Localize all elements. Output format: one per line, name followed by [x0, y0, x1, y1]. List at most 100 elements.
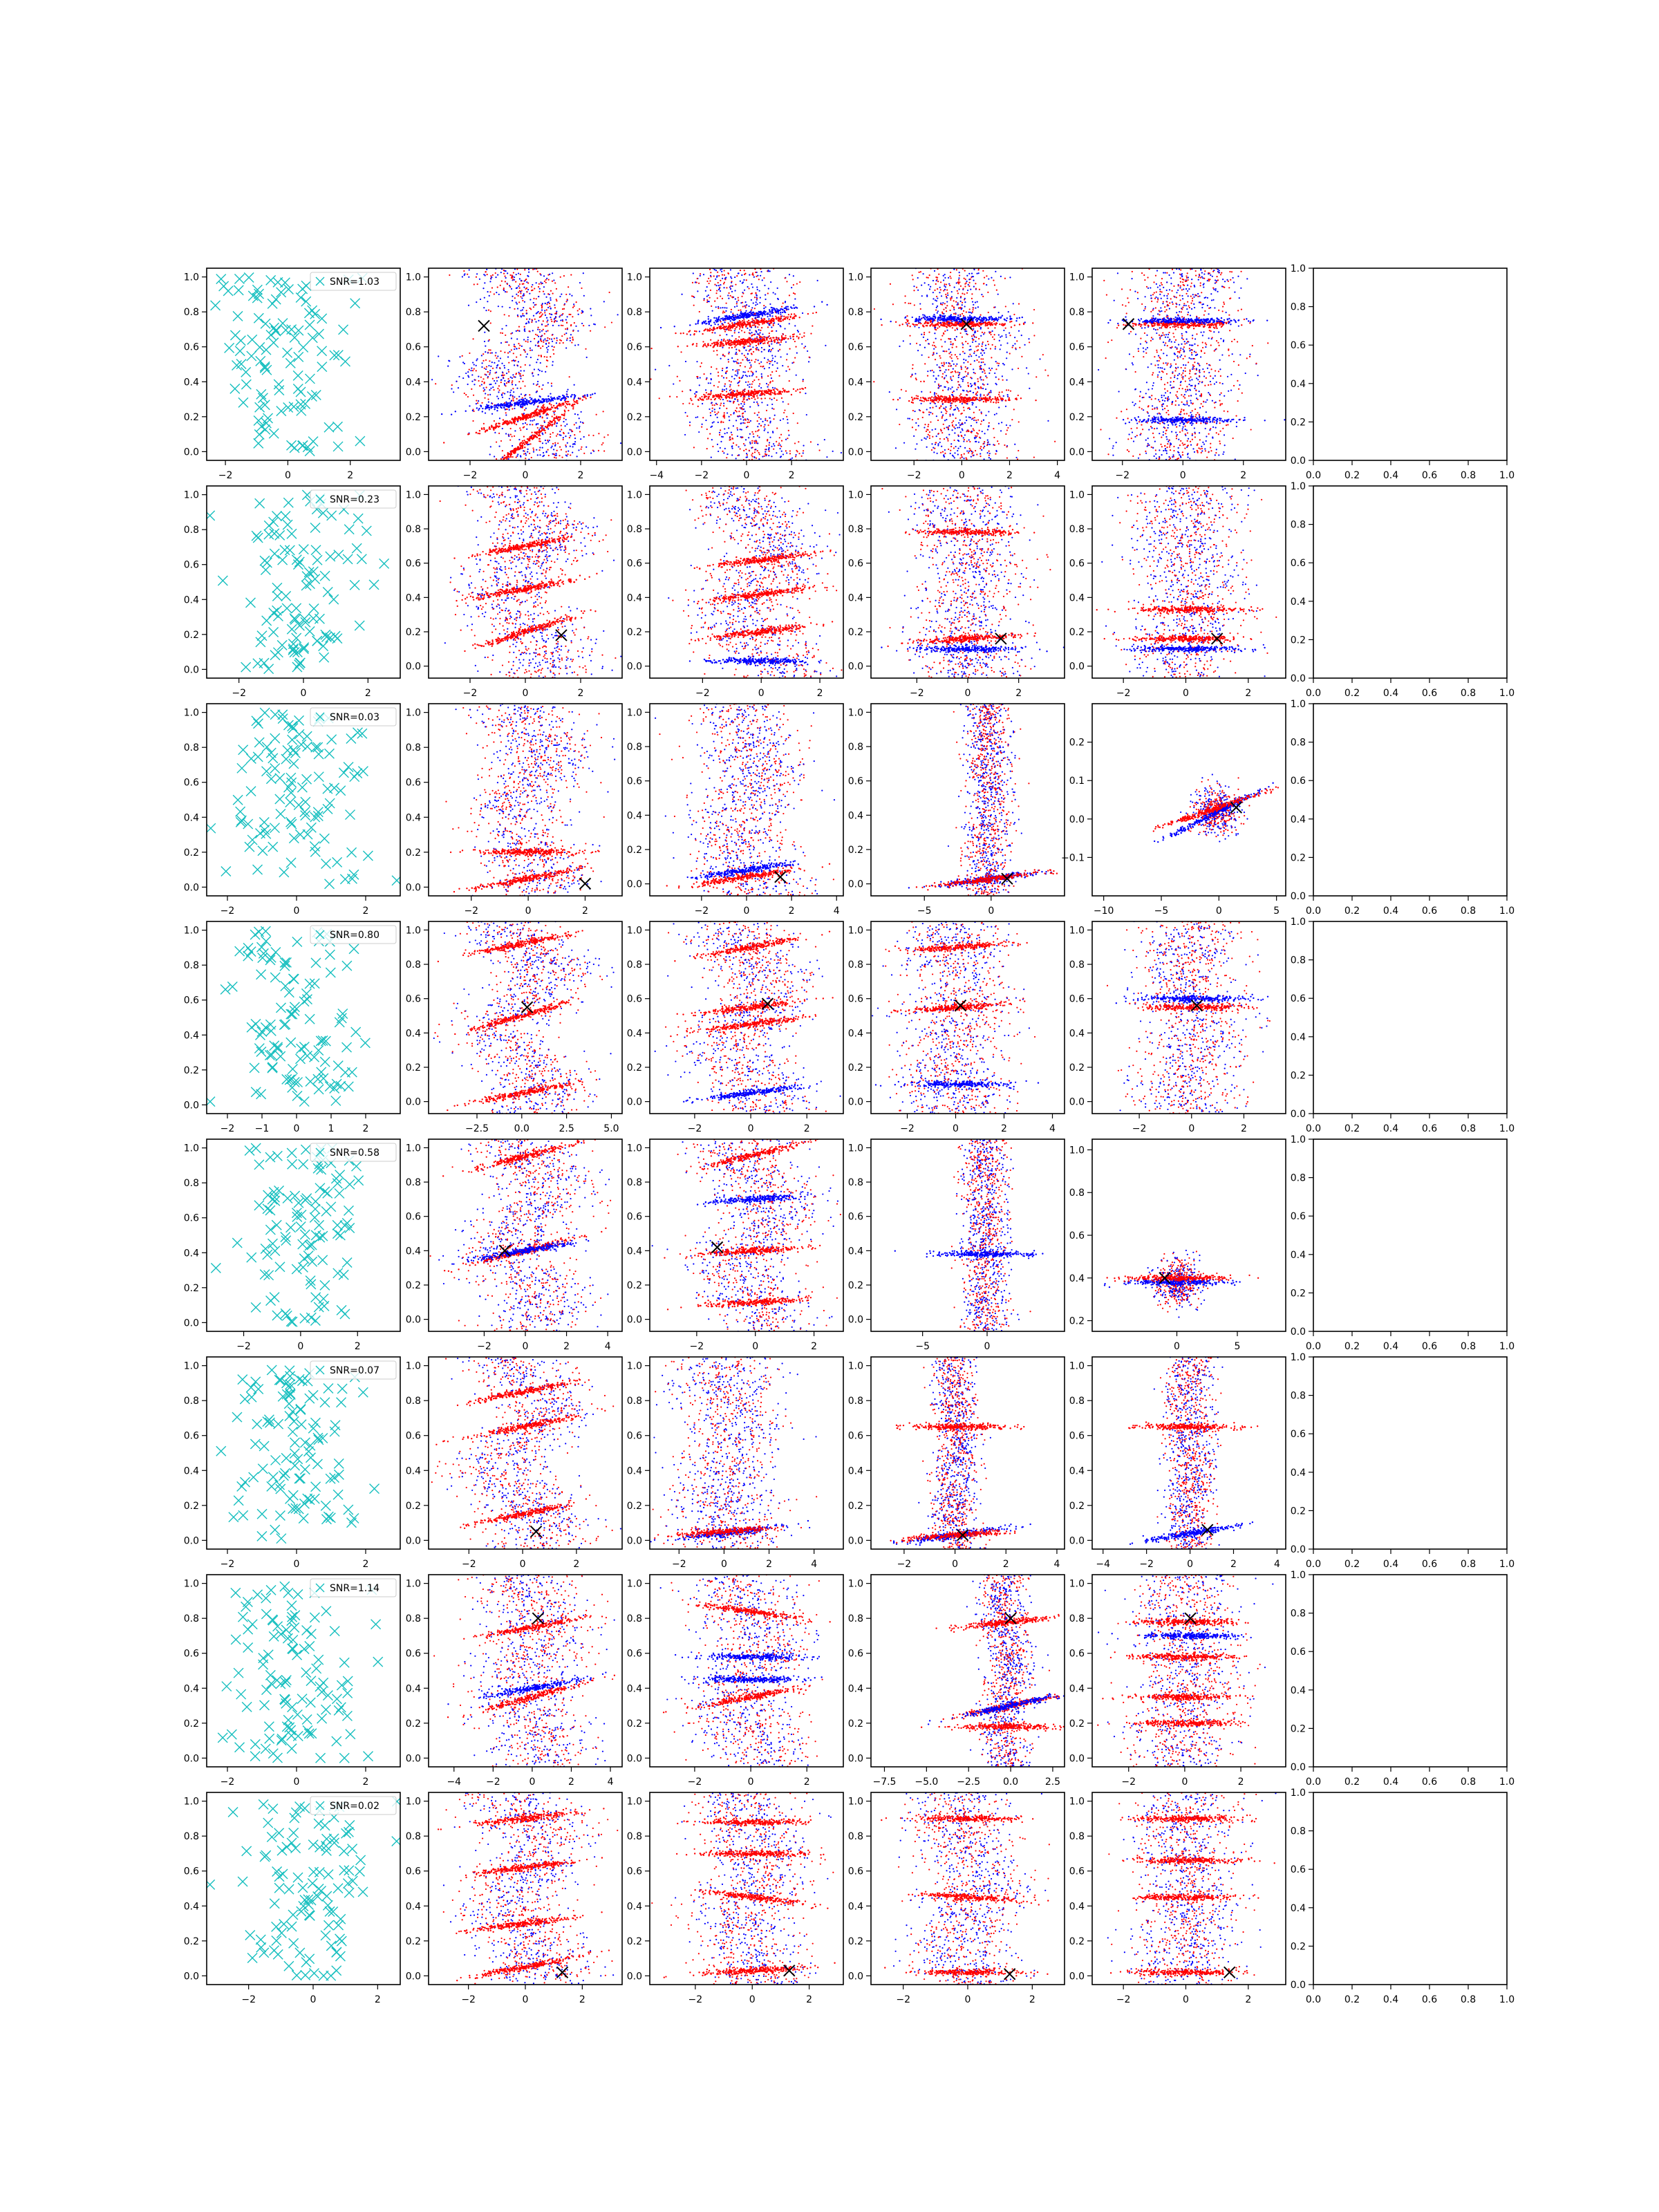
- band-point: [518, 404, 519, 405]
- data-point: [733, 360, 734, 362]
- band-point: [507, 456, 509, 457]
- data-point: [931, 443, 932, 444]
- band-point: [524, 444, 525, 445]
- data-point: [485, 368, 487, 370]
- data-point: [545, 414, 547, 415]
- data-point: [724, 355, 725, 357]
- data-point: [542, 283, 543, 284]
- data-point: [724, 330, 726, 332]
- data-point: [996, 451, 997, 452]
- data-point: [758, 405, 759, 406]
- data-point: [709, 409, 710, 410]
- data-point: [941, 362, 942, 364]
- data-point: [1028, 373, 1029, 374]
- data-point: [773, 418, 774, 420]
- band-point: [762, 313, 763, 315]
- data-point: [978, 356, 980, 357]
- band-point: [568, 410, 569, 411]
- band-point: [582, 399, 583, 400]
- data-point: [749, 443, 751, 444]
- data-point: [532, 424, 533, 425]
- data-point: [548, 342, 550, 344]
- data-point: [1000, 337, 1001, 338]
- data-point: [762, 421, 763, 422]
- data-point: [749, 345, 751, 346]
- data-point: [736, 303, 738, 304]
- data-point: [966, 311, 967, 312]
- data-point: [569, 294, 570, 295]
- data-point: [702, 341, 704, 342]
- data-point: [987, 452, 988, 453]
- data-point: [355, 436, 365, 446]
- data-point: [476, 301, 477, 303]
- data-point: [497, 355, 498, 357]
- band-point: [739, 342, 740, 344]
- data-point: [561, 456, 563, 458]
- data-point: [924, 282, 926, 283]
- data-point: [953, 440, 955, 441]
- data-point: [1017, 458, 1018, 460]
- data-point: [546, 366, 547, 367]
- band-point: [771, 312, 773, 313]
- band-point: [771, 318, 773, 319]
- data-point: [581, 323, 583, 324]
- data-point: [937, 281, 939, 282]
- data-point: [759, 302, 760, 303]
- data-point: [930, 402, 931, 404]
- data-point: [549, 440, 550, 441]
- data-point: [916, 395, 917, 396]
- data-point: [498, 360, 500, 362]
- band-point: [483, 427, 485, 429]
- band-point: [742, 391, 743, 393]
- data-point: [550, 290, 552, 292]
- data-point: [581, 310, 583, 312]
- data-point: [743, 319, 744, 321]
- data-point: [731, 381, 732, 382]
- band-point: [757, 340, 758, 341]
- data-point: [498, 385, 500, 386]
- data-point: [247, 335, 257, 344]
- band-point: [549, 409, 550, 411]
- data-point: [1018, 395, 1019, 396]
- data-point: [988, 373, 990, 374]
- band-point: [751, 390, 752, 391]
- data-point: [472, 362, 474, 363]
- data-point: [747, 371, 749, 372]
- data-point: [698, 431, 700, 433]
- band-point: [771, 392, 773, 393]
- data-point: [938, 384, 939, 385]
- data-point: [706, 379, 707, 380]
- data-point: [767, 431, 769, 433]
- band-point: [749, 338, 750, 339]
- data-point: [971, 453, 973, 454]
- band-point: [525, 402, 527, 403]
- data-point: [991, 330, 993, 332]
- data-point: [554, 321, 555, 323]
- band-point: [727, 322, 729, 324]
- data-point: [532, 447, 534, 449]
- data-point: [530, 341, 532, 342]
- data-point: [720, 307, 721, 308]
- data-point: [1001, 422, 1002, 423]
- data-point: [943, 455, 944, 456]
- data-point: [596, 414, 597, 415]
- data-point: [770, 374, 771, 375]
- data-point: [515, 373, 516, 375]
- data-point: [718, 372, 719, 373]
- data-point: [735, 352, 737, 353]
- data-point: [906, 315, 908, 317]
- band-point: [799, 391, 800, 393]
- data-point: [505, 385, 506, 386]
- data-point: [487, 274, 488, 275]
- data-point: [527, 341, 528, 342]
- data-point: [494, 456, 495, 457]
- data-point: [797, 422, 798, 424]
- data-point: [971, 456, 972, 458]
- data-point: [512, 300, 513, 301]
- data-point: [984, 364, 986, 365]
- data-point: [539, 438, 541, 440]
- data-point: [518, 361, 519, 362]
- band-point: [731, 391, 733, 393]
- data-point: [512, 435, 513, 437]
- data-point: [522, 381, 523, 382]
